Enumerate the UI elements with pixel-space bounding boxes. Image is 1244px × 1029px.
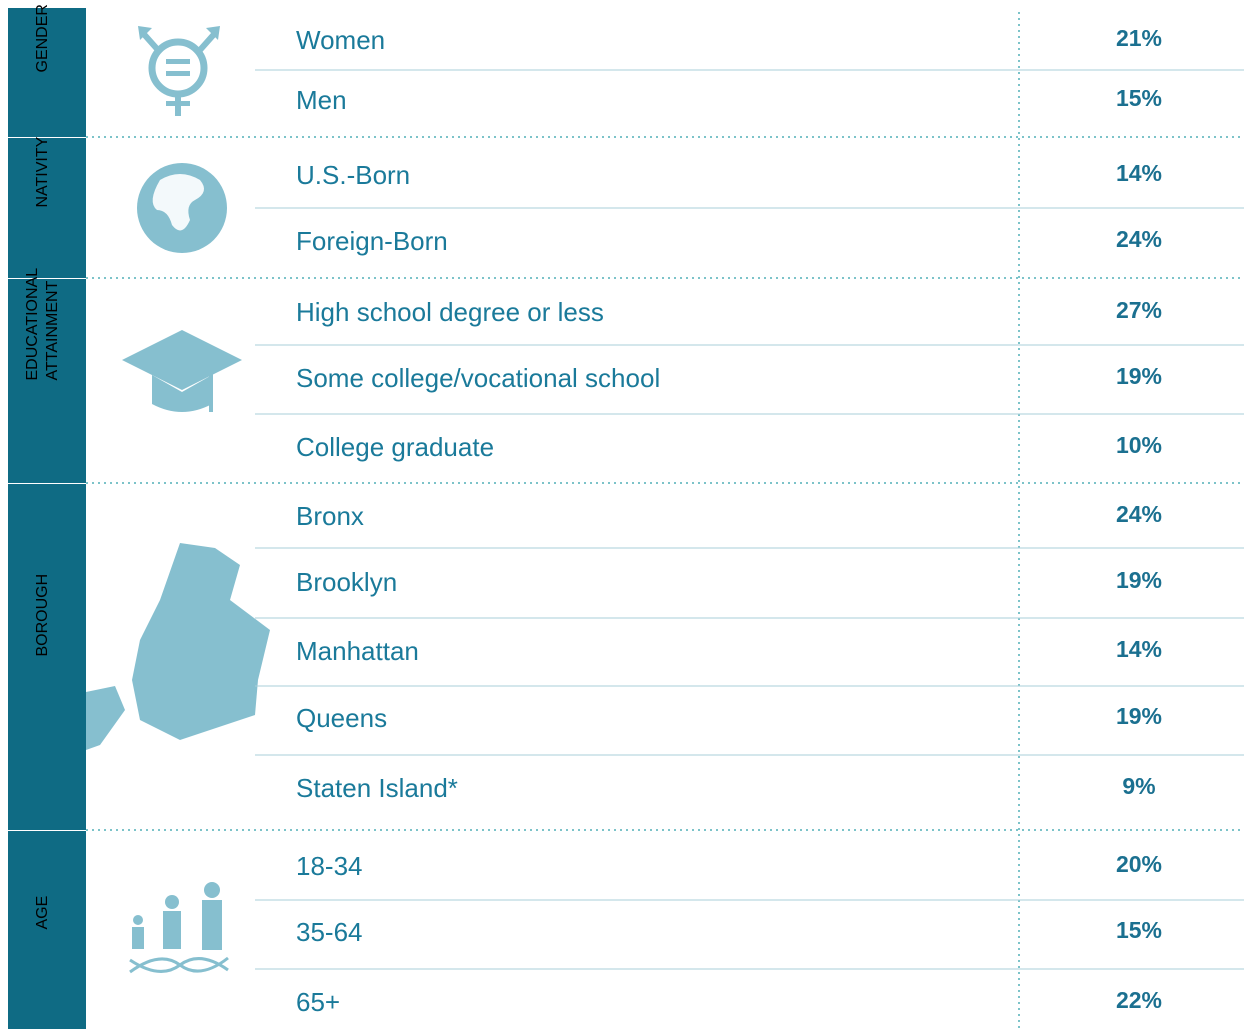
row-value: 19% bbox=[1116, 567, 1162, 593]
group-label: BOROUGH bbox=[34, 574, 51, 657]
map-icon bbox=[86, 543, 270, 750]
group-label: NATIVITY bbox=[34, 136, 51, 207]
group-label: EDUCATIONAL bbox=[24, 268, 41, 381]
row-label: 18-34 bbox=[296, 851, 363, 881]
row-value: 22% bbox=[1116, 987, 1162, 1013]
row-value: 15% bbox=[1116, 85, 1162, 111]
group-band bbox=[8, 279, 86, 483]
row-value: 24% bbox=[1116, 226, 1162, 252]
group-label: ATTAINMENT bbox=[44, 280, 61, 380]
group-label: AGE bbox=[34, 896, 51, 930]
group-band bbox=[8, 138, 86, 278]
row-label: Women bbox=[296, 25, 385, 55]
row-value: 10% bbox=[1116, 432, 1162, 458]
row-value: 19% bbox=[1116, 363, 1162, 389]
row-label: College graduate bbox=[296, 432, 494, 462]
row-label: High school degree or less bbox=[296, 297, 604, 327]
row-label: Bronx bbox=[296, 501, 364, 531]
group-band bbox=[8, 8, 86, 137]
row-label: Manhattan bbox=[296, 636, 419, 666]
row-label: Men bbox=[296, 85, 347, 115]
row-value: 19% bbox=[1116, 703, 1162, 729]
row-label: Foreign-Born bbox=[296, 226, 448, 256]
row-value: 14% bbox=[1116, 160, 1162, 186]
row-label: Staten Island* bbox=[296, 773, 458, 803]
group-band bbox=[8, 484, 86, 830]
gender-icon bbox=[138, 26, 220, 116]
row-value: 24% bbox=[1116, 501, 1162, 527]
row-value: 20% bbox=[1116, 851, 1162, 877]
row-value: 27% bbox=[1116, 297, 1162, 323]
row-value: 9% bbox=[1122, 773, 1155, 799]
row-label: Queens bbox=[296, 703, 387, 733]
row-label: 65+ bbox=[296, 987, 340, 1017]
globe-icon bbox=[137, 163, 227, 253]
group-band bbox=[8, 831, 86, 1029]
cap-icon bbox=[122, 330, 242, 412]
row-label: Brooklyn bbox=[296, 567, 397, 597]
row-value: 14% bbox=[1116, 636, 1162, 662]
row-label: Some college/vocational school bbox=[296, 363, 660, 393]
row-label: U.S.-Born bbox=[296, 160, 410, 190]
icons bbox=[86, 26, 270, 974]
row-label: 35-64 bbox=[296, 917, 363, 947]
group-label: GENDER bbox=[34, 4, 51, 72]
row-value: 21% bbox=[1116, 25, 1162, 51]
people-icon bbox=[129, 882, 229, 974]
row-value: 15% bbox=[1116, 917, 1162, 943]
